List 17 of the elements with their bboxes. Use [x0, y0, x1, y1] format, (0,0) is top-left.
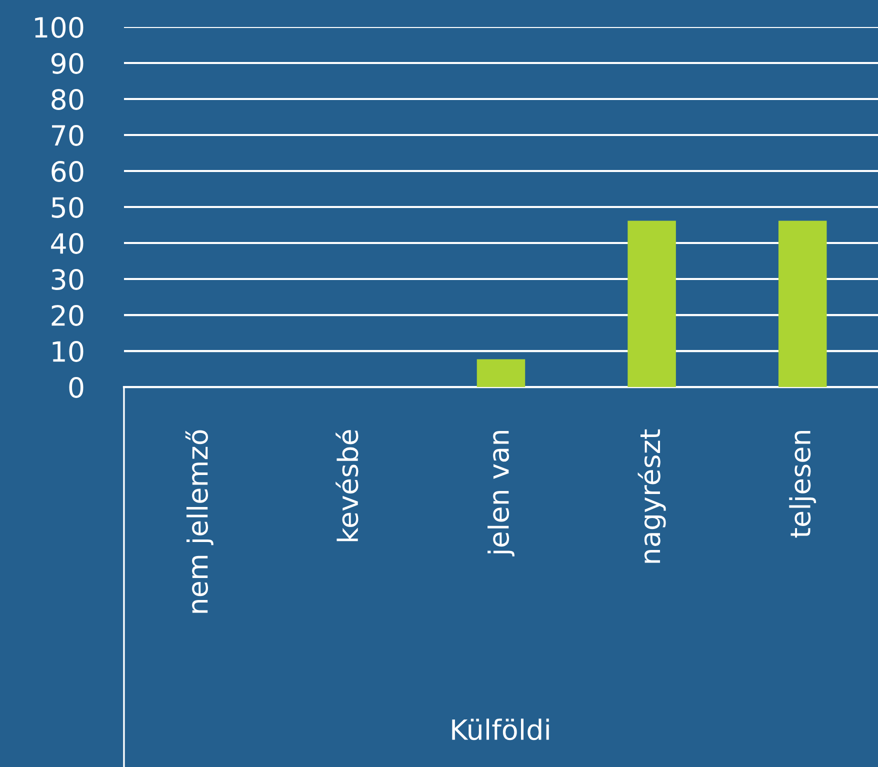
x-axis-title: Külföldi [452, 718, 549, 740]
y-tick-label: 80 [52, 88, 84, 110]
y-tick-label: 50 [52, 196, 84, 218]
x-tick-label: nagyrészt [638, 429, 666, 563]
y-tick-label: 10 [52, 340, 84, 362]
x-tick-label: nem jellemző [185, 430, 214, 613]
y-tick-label: 90 [51, 52, 84, 74]
y-tick-label: 20 [52, 304, 84, 326]
x-tick-label: jelen van [488, 431, 514, 556]
y-tick-label: 100 [35, 16, 84, 38]
x-tick-label: kevésbé [336, 430, 358, 542]
y-tick-label: 30 [52, 268, 84, 290]
y-tick-label: 60 [52, 160, 84, 182]
x-tick-label: teljesen [789, 431, 816, 538]
y-tick-label: 40 [51, 232, 84, 254]
y-tick-label: 0 [69, 376, 84, 398]
y-tick-label: 70 [52, 124, 84, 146]
